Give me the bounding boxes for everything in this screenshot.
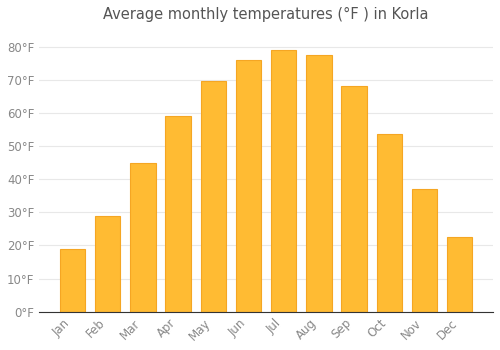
Bar — [130, 163, 156, 312]
Bar — [447, 237, 472, 312]
Bar — [306, 55, 332, 312]
Bar — [376, 134, 402, 312]
Bar — [236, 60, 261, 312]
Bar — [200, 82, 226, 312]
Bar — [412, 189, 437, 312]
Title: Average monthly temperatures (°F ) in Korla: Average monthly temperatures (°F ) in Ko… — [104, 7, 429, 22]
Bar — [166, 116, 191, 312]
Bar — [342, 86, 367, 312]
Bar — [271, 50, 296, 312]
Bar — [95, 216, 120, 312]
Bar — [60, 249, 85, 312]
